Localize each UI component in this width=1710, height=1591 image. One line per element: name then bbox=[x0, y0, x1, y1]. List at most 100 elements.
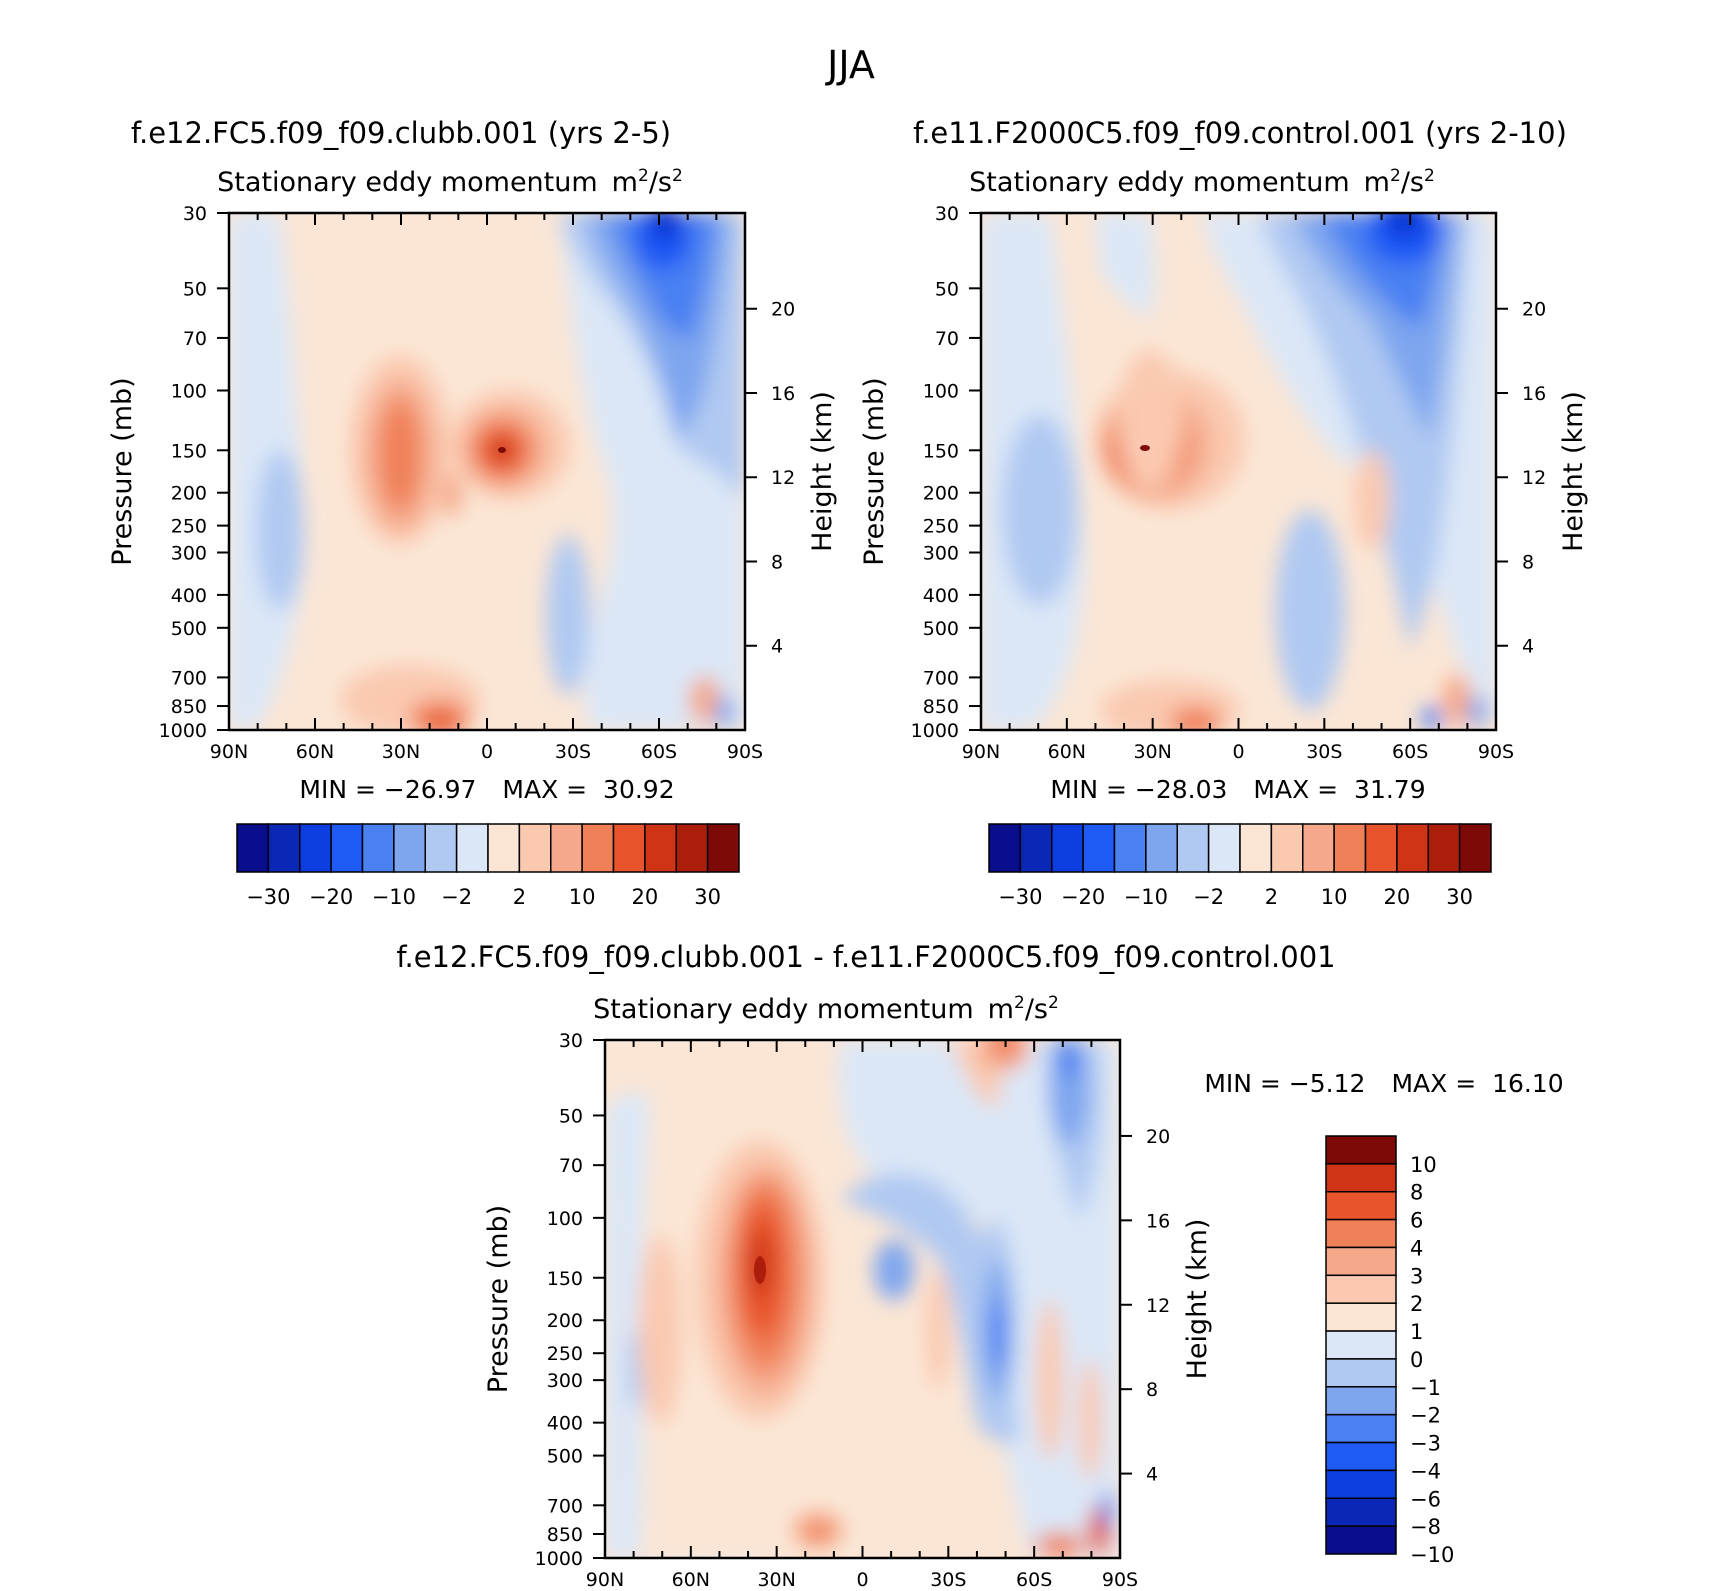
colorbar-swatch bbox=[1113, 823, 1147, 873]
colorbar-swatch bbox=[644, 823, 677, 873]
max-value: 16.10 bbox=[1492, 1069, 1564, 1098]
colorbar-label: −6 bbox=[1410, 1487, 1441, 1511]
axes-difference: 90N 60N 30N 0 30S 60S 90S 30 50 70 100 150 200 250 300… bbox=[483, 1030, 1213, 1591]
colorbar-swatch bbox=[1325, 1525, 1397, 1555]
axes-control: 90N 60N 30N 0 30S 60S 90S 30 50 70 100 150 200 250 300… bbox=[859, 203, 1589, 763]
y2-tick-label: 16 bbox=[771, 383, 795, 405]
colorbar-label: 8 bbox=[1410, 1181, 1423, 1205]
colorbar-label: 2 bbox=[1410, 1292, 1423, 1316]
colorbar-swatch bbox=[1325, 1386, 1397, 1416]
y-tick-label: 850 bbox=[923, 696, 959, 718]
colorbar-swatch bbox=[487, 823, 521, 873]
colorbar-label: −4 bbox=[1410, 1459, 1441, 1483]
colorbar-label: 20 bbox=[632, 885, 659, 909]
colorbar-swatch bbox=[1458, 823, 1492, 873]
y2-tick-label: 20 bbox=[771, 299, 795, 321]
y2-tick-label: 16 bbox=[1146, 1210, 1170, 1232]
panel-control: f.e11.F2000C5.f09_f09.control.001 (yrs 2… bbox=[859, 116, 1589, 909]
colorbar-swatch bbox=[393, 823, 426, 873]
colorbar-label: 20 bbox=[1384, 885, 1411, 909]
panel-subtitle: Stationary eddy momentum m2/s2 bbox=[969, 166, 1435, 198]
x-tick-label: 60N bbox=[672, 1569, 710, 1591]
y-tick-label: 300 bbox=[171, 542, 207, 564]
y-tick-label: 30 bbox=[935, 203, 959, 225]
panel-title: f.e12.FC5.f09_f09.clubb.001 (yrs 2-5) bbox=[131, 116, 671, 150]
y-tick-label: 400 bbox=[923, 585, 959, 607]
y2-tick-label: 12 bbox=[1146, 1295, 1170, 1317]
colorbar-swatch bbox=[1325, 1413, 1397, 1444]
colorbar-label: 2 bbox=[513, 885, 526, 909]
y-tick-label: 250 bbox=[171, 516, 207, 538]
y2-tick-label: 12 bbox=[1522, 467, 1546, 489]
colorbar-label: 6 bbox=[1410, 1209, 1423, 1233]
contour-field bbox=[605, 1040, 1120, 1558]
y2-tick-label: 12 bbox=[771, 467, 795, 489]
x-tick-label: 30N bbox=[757, 1569, 795, 1591]
y-tick-label: 30 bbox=[559, 1030, 583, 1052]
colorbar-label: −1 bbox=[1410, 1376, 1441, 1400]
panel-clubb: f.e12.FC5.f09_f09.clubb.001 (yrs 2-5) St… bbox=[107, 116, 838, 909]
colorbar-swatch bbox=[236, 823, 270, 873]
x-tick-label: 0 bbox=[481, 741, 493, 763]
y-tick-label: 250 bbox=[923, 516, 959, 538]
y2-tick-label: 20 bbox=[1146, 1126, 1170, 1148]
colorbar-swatch bbox=[455, 823, 489, 873]
panel-subtitle: Stationary eddy momentum m2/s2 bbox=[217, 166, 683, 198]
colorbar-swatch bbox=[299, 823, 332, 873]
colorbar-swatch bbox=[1396, 823, 1429, 873]
y2-axis-label: Height (km) bbox=[1558, 391, 1589, 552]
max-label: MAX = bbox=[502, 775, 595, 804]
min-label: MIN = bbox=[1204, 1069, 1289, 1098]
x-tick-label: 60N bbox=[296, 741, 334, 763]
colorbar-swatch bbox=[330, 823, 364, 873]
colorbar-swatch bbox=[1325, 1469, 1397, 1500]
panel-subtitle: Stationary eddy momentum m2/s2 bbox=[593, 993, 1059, 1025]
colorbar-swatch bbox=[424, 823, 458, 873]
colorbar-swatch bbox=[1325, 1274, 1397, 1304]
x-tick-label: 90S bbox=[727, 741, 763, 763]
x-tick-label: 90N bbox=[210, 741, 248, 763]
y-tick-label: 250 bbox=[547, 1343, 583, 1365]
colorbar-swatch bbox=[1325, 1330, 1397, 1360]
colorbar-label: −10 bbox=[1410, 1543, 1454, 1567]
y-tick-label: 50 bbox=[559, 1105, 583, 1127]
x-tick-label: 0 bbox=[1232, 741, 1244, 763]
y-tick-label: 70 bbox=[935, 328, 959, 350]
y-tick-label: 70 bbox=[183, 328, 207, 350]
colorbar-swatch bbox=[1270, 823, 1304, 873]
x-tick-label: 60N bbox=[1048, 741, 1086, 763]
colorbar-swatch bbox=[267, 823, 301, 873]
colorbar-label: −8 bbox=[1410, 1515, 1441, 1539]
colorbar-swatch bbox=[1325, 1135, 1397, 1165]
colorbar-swatch bbox=[1325, 1246, 1397, 1277]
colorbar-label: 10 bbox=[1410, 1153, 1437, 1177]
y-tick-label: 200 bbox=[547, 1310, 583, 1332]
colorbar-swatch bbox=[1325, 1302, 1397, 1332]
contour-field bbox=[981, 213, 1496, 730]
y-tick-label: 100 bbox=[171, 381, 207, 403]
panel-difference: f.e12.FC5.f09_f09.clubb.001 - f.e11.F200… bbox=[396, 940, 1563, 1591]
colorbar-label: −20 bbox=[309, 885, 353, 909]
x-tick-label: 60S bbox=[641, 741, 677, 763]
x-tick-label: 90N bbox=[962, 741, 1000, 763]
y-tick-label: 700 bbox=[547, 1495, 583, 1517]
y-tick-label: 500 bbox=[547, 1446, 583, 1468]
y-tick-label: 30 bbox=[183, 203, 207, 225]
colorbar-label: 30 bbox=[694, 885, 721, 909]
colorbar-swatch bbox=[518, 823, 552, 873]
figure-title: JJA bbox=[825, 43, 875, 87]
colorbar-label: 10 bbox=[569, 885, 596, 909]
y-tick-label: 50 bbox=[935, 278, 959, 300]
colorbar-label: −30 bbox=[998, 885, 1042, 909]
colorbar-swatch bbox=[1051, 823, 1084, 873]
y-axis-label: Pressure (mb) bbox=[859, 377, 890, 565]
colorbar-swatch bbox=[1302, 823, 1335, 873]
y-tick-label: 150 bbox=[547, 1268, 583, 1290]
colorbar-swatch bbox=[1207, 823, 1241, 873]
x-tick-label: 0 bbox=[856, 1569, 868, 1591]
x-tick-label: 90N bbox=[586, 1569, 624, 1591]
colorbar-swatch bbox=[675, 823, 709, 873]
y-tick-label: 100 bbox=[547, 1208, 583, 1230]
x-tick-label: 30S bbox=[1306, 741, 1342, 763]
colorbar-swatch bbox=[1239, 823, 1273, 873]
